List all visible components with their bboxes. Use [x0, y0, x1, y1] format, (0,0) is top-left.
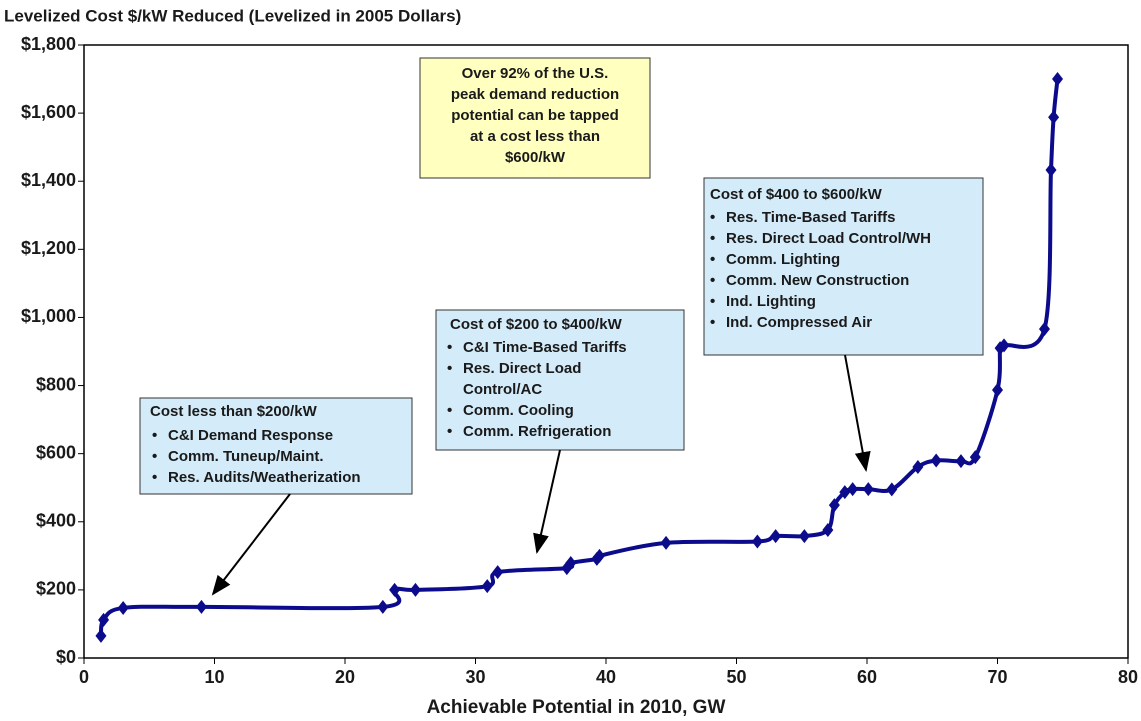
marker	[1048, 110, 1060, 125]
marker	[117, 600, 129, 615]
box-item: Comm. Refrigeration	[463, 423, 611, 440]
bullet: •	[152, 469, 157, 486]
box-item: Control/AC	[463, 381, 542, 398]
marker	[847, 482, 859, 497]
y-tick-label: $0	[56, 647, 76, 667]
y-tick-label: $600	[36, 442, 76, 462]
y-tick-label: $800	[36, 374, 76, 394]
x-axis-label: Achievable Potential in 2010, GW	[427, 697, 726, 718]
chart-title: Levelized Cost $/kW Reduced (Levelized i…	[4, 6, 461, 25]
marker	[593, 548, 605, 563]
bullet: •	[710, 251, 715, 268]
summary-line: Over 92% of the U.S.	[462, 65, 609, 82]
marker	[98, 612, 110, 627]
box-item: Res. Audits/Weatherization	[168, 469, 361, 486]
bullet: •	[447, 423, 452, 440]
bullet: •	[447, 360, 452, 377]
summary-line: peak demand reduction	[451, 86, 619, 103]
box-item: Res. Time-Based Tariffs	[726, 209, 896, 226]
box-item: Res. Direct Load Control/WH	[726, 230, 931, 247]
y-tick-label: $200	[36, 579, 76, 599]
x-tick-label: 20	[335, 667, 355, 687]
marker	[822, 522, 834, 537]
box-title: Cost of $400 to $600/kW	[710, 186, 883, 203]
arrow	[533, 449, 561, 554]
marker	[565, 555, 577, 570]
marker	[798, 529, 810, 544]
marker	[1038, 322, 1050, 337]
x-tick-label: 80	[1118, 667, 1138, 687]
y-tick-label: $1,200	[21, 238, 76, 258]
box-title: Cost of $200 to $400/kW	[450, 316, 623, 333]
x-tick-label: 60	[857, 667, 877, 687]
box-item: Comm. Tuneup/Maint.	[168, 448, 324, 465]
marker	[955, 454, 967, 469]
box-item: Comm. Lighting	[726, 251, 840, 268]
summary-line: $600/kW	[505, 149, 566, 166]
marker	[481, 579, 493, 594]
marker	[770, 529, 782, 544]
arrow	[844, 354, 871, 472]
summary-box	[419, 57, 651, 179]
bullet: •	[152, 448, 157, 465]
box-item: Res. Direct Load	[463, 360, 581, 377]
y-tick-label: $1,800	[21, 34, 76, 54]
bullet: •	[710, 230, 715, 247]
marker	[992, 382, 1003, 397]
marker	[492, 565, 504, 580]
y-tick-label: $1,000	[21, 306, 76, 326]
marker	[389, 582, 401, 597]
annotations: Over 92% of the U.S. peak demand reducti…	[139, 57, 984, 596]
summary-line: potential can be tapped	[451, 107, 619, 124]
marker	[969, 450, 981, 465]
plot-area: $0 $200 $400 $600 $800 $1,000 $1,200 $1,400 $1,6…	[21, 34, 1138, 687]
marker	[912, 459, 924, 474]
box-item: Ind. Lighting	[726, 293, 816, 310]
x-tick-label: 30	[465, 667, 485, 687]
box-item: C&I Demand Response	[168, 427, 333, 444]
bullet: •	[710, 314, 715, 331]
box-item: Comm. Cooling	[463, 402, 574, 419]
marker	[1052, 72, 1064, 87]
marker	[95, 628, 107, 643]
x-tick-label: 0	[79, 667, 89, 687]
marker	[751, 534, 763, 549]
marker	[1045, 162, 1057, 177]
box-item: Comm. New Construction	[726, 272, 909, 289]
x-tick-label: 10	[204, 667, 224, 687]
high-box	[703, 177, 984, 356]
bullet: •	[447, 339, 452, 356]
bullet: •	[152, 427, 157, 444]
bullet: •	[710, 209, 715, 226]
marker	[998, 338, 1010, 353]
marker	[660, 535, 672, 550]
box-item: Ind. Compressed Air	[726, 314, 872, 331]
box-item: C&I Time-Based Tariffs	[463, 339, 627, 356]
marker	[862, 482, 874, 497]
y-tick-label: $1,400	[21, 170, 76, 190]
bullet: •	[447, 402, 452, 419]
bullet: •	[710, 293, 715, 310]
arrow	[211, 493, 291, 596]
y-tick-label: $1,600	[21, 102, 76, 122]
summary-line: at a cost less than	[470, 128, 600, 145]
marker	[409, 582, 421, 597]
marker	[377, 599, 389, 614]
y-tick-label: $400	[36, 511, 76, 531]
marker	[195, 599, 207, 614]
bullet: •	[710, 272, 715, 289]
low-box	[139, 397, 413, 495]
marker	[886, 482, 898, 497]
marker	[828, 498, 840, 513]
box-title: Cost less than $200/kW	[150, 403, 318, 420]
x-tick-label: 40	[596, 667, 616, 687]
x-tick-label: 50	[726, 667, 746, 687]
marker	[930, 453, 942, 468]
x-tick-label: 70	[987, 667, 1007, 687]
mid-box	[435, 309, 685, 451]
